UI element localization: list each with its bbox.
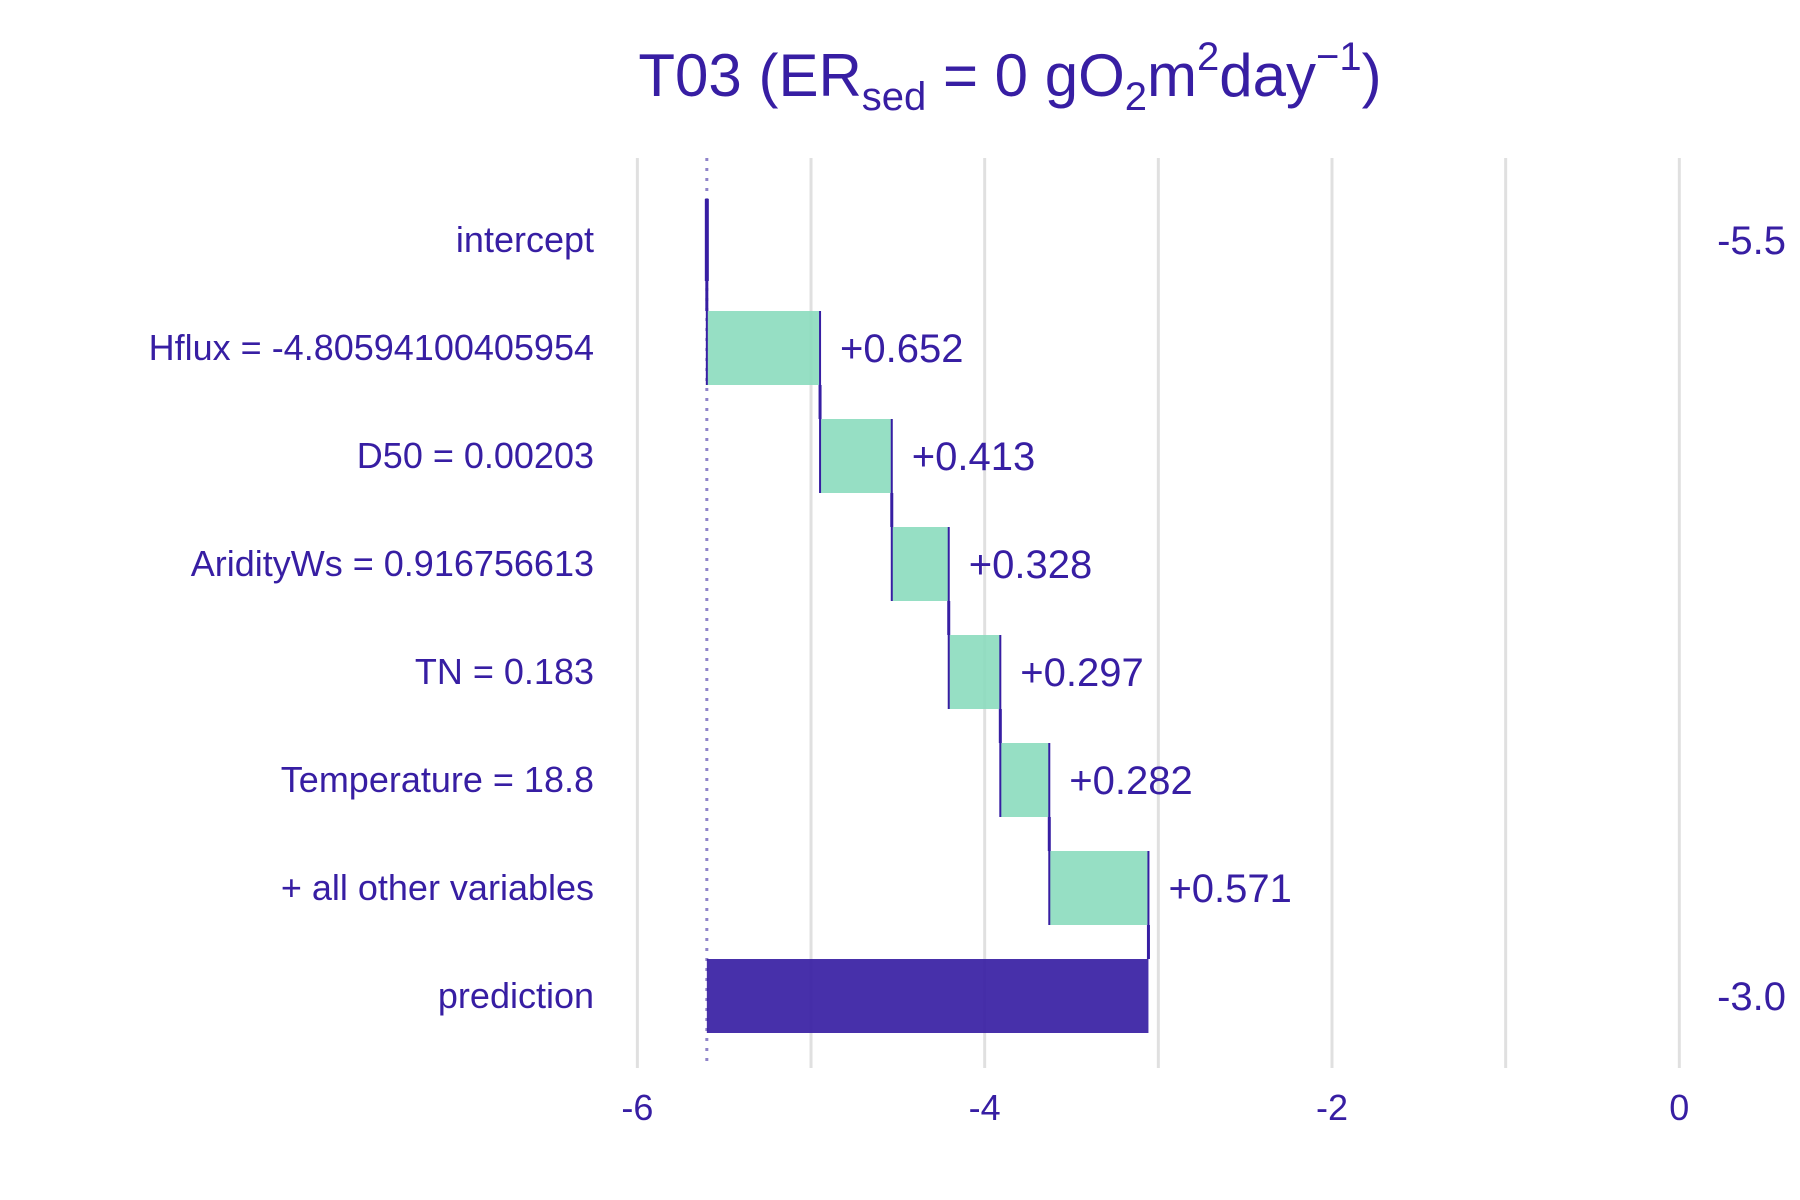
- row-label: Hflux = -4.80594100405954: [149, 327, 594, 368]
- title-mid2: m: [1147, 42, 1197, 109]
- title-sub-2: 2: [1125, 75, 1147, 119]
- contribution-bar: [1000, 743, 1050, 817]
- title-sub-sed: sed: [862, 75, 927, 119]
- contribution-bar: [1049, 851, 1149, 925]
- contribution-value-label: +0.413: [912, 435, 1035, 479]
- title-main: T03 (ER: [638, 42, 861, 109]
- contribution-bar: [891, 527, 949, 601]
- title-end: ): [1362, 42, 1382, 109]
- title-mid3: day: [1219, 42, 1316, 109]
- row-label: + all other variables: [281, 867, 594, 908]
- contribution-value-label: +0.282: [1069, 759, 1192, 803]
- bars-layer: [704, 199, 1150, 1033]
- chart-title: T03 (ERsed = 0 gO2m2day−1): [638, 35, 1381, 119]
- x-tick-label: -6: [621, 1087, 653, 1128]
- labels-layer: intercept -5.5 Hflux = -4.80594100405954 +0…: [149, 219, 1786, 1019]
- x-tick-label: -2: [1316, 1087, 1348, 1128]
- contribution-bar: [948, 635, 1001, 709]
- row-label: TN = 0.183: [415, 651, 594, 692]
- title-mid: = 0 gO: [926, 42, 1124, 109]
- x-tick-label: -4: [969, 1087, 1001, 1128]
- title-sup-neg1: −1: [1316, 35, 1362, 79]
- contribution-bar: [706, 311, 821, 385]
- row-label: prediction: [438, 975, 594, 1016]
- row-label: D50 = 0.00203: [357, 435, 594, 476]
- contribution-bar: [820, 419, 892, 493]
- x-axis-ticks: -6 -4 -2 0: [621, 1087, 1689, 1128]
- contribution-value-label: +0.328: [969, 543, 1092, 587]
- contribution-value-label: +0.652: [840, 327, 963, 371]
- contribution-value-label: +0.297: [1020, 651, 1143, 695]
- row-label: AridityWs = 0.916756613: [191, 543, 594, 584]
- prediction-bar: [706, 959, 1149, 1033]
- title-sup-2: 2: [1197, 35, 1219, 79]
- grid-layer: [635, 158, 1681, 1068]
- row-label: Temperature = 18.8: [281, 759, 594, 800]
- total-value-label: -3.0: [1717, 975, 1786, 1019]
- contribution-value-label: +0.571: [1168, 867, 1291, 911]
- total-value-label: -5.5: [1717, 219, 1786, 263]
- row-label: intercept: [456, 219, 594, 260]
- x-tick-label: 0: [1669, 1087, 1689, 1128]
